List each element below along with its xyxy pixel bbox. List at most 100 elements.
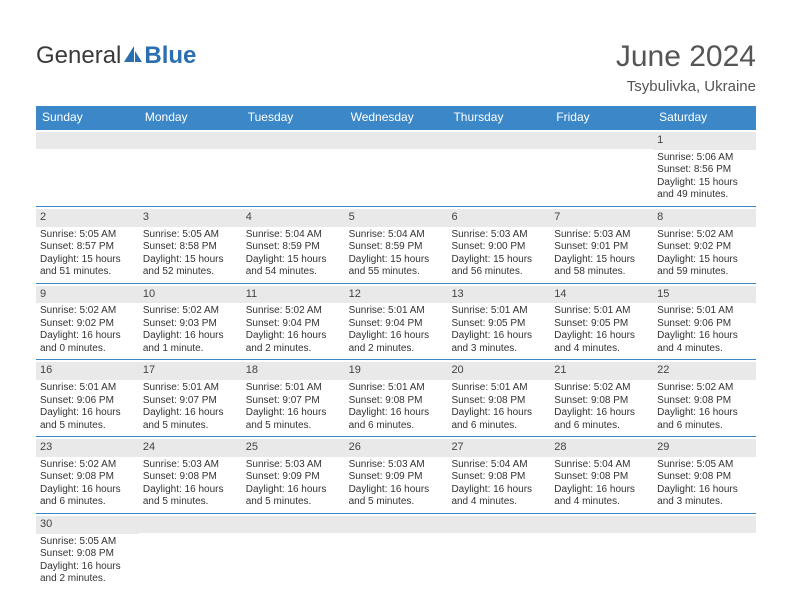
day-number: 5 (345, 209, 448, 227)
day-number: 6 (447, 209, 550, 227)
sunset-text: Sunset: 8:58 PM (143, 241, 238, 254)
daylight1-text: Daylight: 16 hours (246, 330, 341, 343)
calendar-cell: 3Sunrise: 5:05 AMSunset: 8:58 PMDaylight… (139, 207, 242, 283)
daylight2-text: and 2 minutes. (246, 343, 341, 356)
calendar-week: 16Sunrise: 5:01 AMSunset: 9:06 PMDayligh… (36, 360, 756, 437)
calendar-cell-empty (345, 514, 448, 590)
daylight1-text: Daylight: 16 hours (143, 330, 238, 343)
daylight2-text: and 6 minutes. (349, 420, 444, 433)
day-number: 27 (447, 439, 550, 457)
calendar-cell: 17Sunrise: 5:01 AMSunset: 9:07 PMDayligh… (139, 360, 242, 436)
sunset-text: Sunset: 9:07 PM (143, 395, 238, 408)
sunrise-text: Sunrise: 5:02 AM (40, 459, 135, 472)
sunset-text: Sunset: 9:09 PM (349, 471, 444, 484)
sunset-text: Sunset: 9:01 PM (554, 241, 649, 254)
day-number: 16 (36, 362, 139, 380)
daylight2-text: and 5 minutes. (246, 420, 341, 433)
calendar-cell: 25Sunrise: 5:03 AMSunset: 9:09 PMDayligh… (242, 437, 345, 513)
day-number: 30 (36, 516, 139, 534)
sunset-text: Sunset: 9:07 PM (246, 395, 341, 408)
calendar-cell: 14Sunrise: 5:01 AMSunset: 9:05 PMDayligh… (550, 284, 653, 360)
day-number: 25 (242, 439, 345, 457)
daylight1-text: Daylight: 16 hours (143, 407, 238, 420)
daylight2-text: and 6 minutes. (451, 420, 546, 433)
sunrise-text: Sunrise: 5:05 AM (40, 229, 135, 242)
day-number: 3 (139, 209, 242, 227)
calendar-week: 2Sunrise: 5:05 AMSunset: 8:57 PMDaylight… (36, 207, 756, 284)
day-header: Thursday (447, 106, 550, 130)
calendar-cell: 2Sunrise: 5:05 AMSunset: 8:57 PMDaylight… (36, 207, 139, 283)
sunset-text: Sunset: 9:08 PM (657, 471, 752, 484)
calendar-cell: 16Sunrise: 5:01 AMSunset: 9:06 PMDayligh… (36, 360, 139, 436)
sunset-text: Sunset: 9:08 PM (143, 471, 238, 484)
sunrise-text: Sunrise: 5:01 AM (657, 305, 752, 318)
calendar-cell: 8Sunrise: 5:02 AMSunset: 9:02 PMDaylight… (653, 207, 756, 283)
daylight2-text: and 5 minutes. (246, 496, 341, 509)
calendar-cell: 5Sunrise: 5:04 AMSunset: 8:59 PMDaylight… (345, 207, 448, 283)
daylight2-text: and 51 minutes. (40, 266, 135, 279)
calendar-cell: 9Sunrise: 5:02 AMSunset: 9:02 PMDaylight… (36, 284, 139, 360)
sunrise-text: Sunrise: 5:04 AM (246, 229, 341, 242)
calendar-cell: 6Sunrise: 5:03 AMSunset: 9:00 PMDaylight… (447, 207, 550, 283)
sunset-text: Sunset: 9:05 PM (554, 318, 649, 331)
daylight1-text: Daylight: 15 hours (349, 254, 444, 267)
daylight2-text: and 1 minute. (143, 343, 238, 356)
daylight1-text: Daylight: 16 hours (246, 407, 341, 420)
logo-text-2: Blue (144, 42, 196, 70)
day-number: 29 (653, 439, 756, 457)
day-number: 13 (447, 286, 550, 304)
daylight2-text: and 55 minutes. (349, 266, 444, 279)
day-number (653, 516, 756, 533)
daylight1-text: Daylight: 16 hours (451, 484, 546, 497)
daylight2-text: and 49 minutes. (657, 189, 752, 202)
sunrise-text: Sunrise: 5:02 AM (143, 305, 238, 318)
daylight1-text: Daylight: 16 hours (246, 484, 341, 497)
sunrise-text: Sunrise: 5:03 AM (451, 229, 546, 242)
calendar-cell: 20Sunrise: 5:01 AMSunset: 9:08 PMDayligh… (447, 360, 550, 436)
sunrise-text: Sunrise: 5:04 AM (451, 459, 546, 472)
day-number: 28 (550, 439, 653, 457)
daylight2-text: and 52 minutes. (143, 266, 238, 279)
calendar-week: 30Sunrise: 5:05 AMSunset: 9:08 PMDayligh… (36, 514, 756, 590)
calendar-cell-empty (447, 130, 550, 206)
sunrise-text: Sunrise: 5:01 AM (349, 305, 444, 318)
sunset-text: Sunset: 9:08 PM (554, 471, 649, 484)
sunset-text: Sunset: 9:08 PM (657, 395, 752, 408)
calendar-cell-empty (242, 130, 345, 206)
sail-icon (123, 45, 143, 63)
day-number (550, 516, 653, 533)
daylight1-text: Daylight: 16 hours (554, 407, 649, 420)
day-number (447, 516, 550, 533)
calendar-cell: 19Sunrise: 5:01 AMSunset: 9:08 PMDayligh… (345, 360, 448, 436)
day-number (139, 132, 242, 149)
sunrise-text: Sunrise: 5:02 AM (246, 305, 341, 318)
daylight2-text: and 4 minutes. (657, 343, 752, 356)
day-number: 15 (653, 286, 756, 304)
daylight2-text: and 59 minutes. (657, 266, 752, 279)
day-number: 22 (653, 362, 756, 380)
sunrise-text: Sunrise: 5:03 AM (349, 459, 444, 472)
daylight2-text: and 54 minutes. (246, 266, 341, 279)
daylight1-text: Daylight: 15 hours (143, 254, 238, 267)
daylight2-text: and 4 minutes. (451, 496, 546, 509)
day-header: Wednesday (345, 106, 448, 130)
calendar-cell: 7Sunrise: 5:03 AMSunset: 9:01 PMDaylight… (550, 207, 653, 283)
day-number: 17 (139, 362, 242, 380)
sunset-text: Sunset: 9:08 PM (40, 548, 135, 561)
calendar-cell-empty (242, 514, 345, 590)
day-number: 1 (653, 132, 756, 150)
daylight1-text: Daylight: 16 hours (451, 330, 546, 343)
calendar-cell: 13Sunrise: 5:01 AMSunset: 9:05 PMDayligh… (447, 284, 550, 360)
day-number: 11 (242, 286, 345, 304)
daylight2-text: and 3 minutes. (657, 496, 752, 509)
daylight2-text: and 3 minutes. (451, 343, 546, 356)
daylight2-text: and 56 minutes. (451, 266, 546, 279)
daylight1-text: Daylight: 15 hours (657, 177, 752, 190)
sunset-text: Sunset: 8:59 PM (349, 241, 444, 254)
calendar-header-row: SundayMondayTuesdayWednesdayThursdayFrid… (36, 106, 756, 130)
sunset-text: Sunset: 9:08 PM (554, 395, 649, 408)
day-header: Friday (550, 106, 653, 130)
sunrise-text: Sunrise: 5:03 AM (246, 459, 341, 472)
daylight1-text: Daylight: 16 hours (40, 484, 135, 497)
sunrise-text: Sunrise: 5:01 AM (451, 305, 546, 318)
